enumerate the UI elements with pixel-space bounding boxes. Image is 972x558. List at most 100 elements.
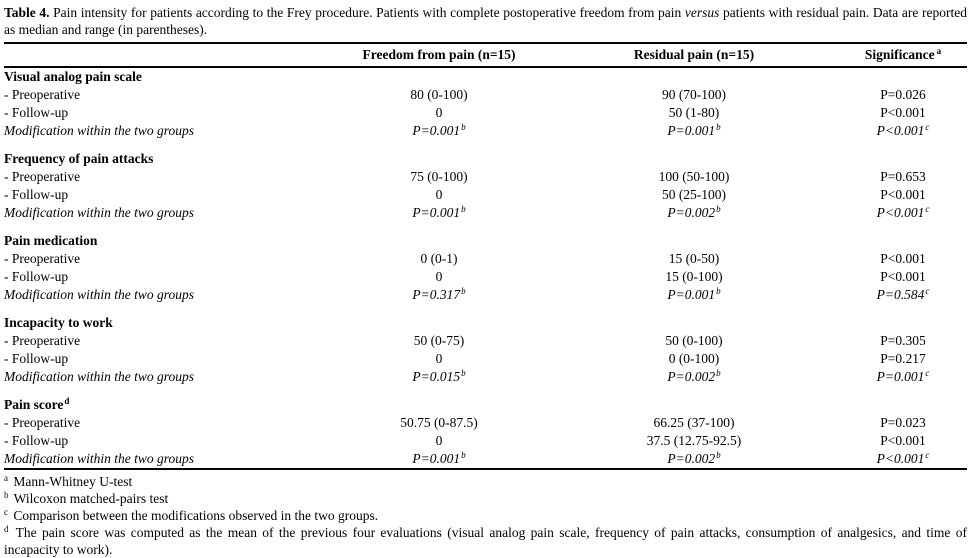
cell-text: 80 (0-100) — [410, 87, 468, 102]
cell-value: 50 (0-75) — [329, 332, 549, 350]
cell-sup: b — [461, 285, 466, 296]
cell-value: P<0.001c — [839, 122, 967, 140]
cell-value: P=0.001b — [549, 286, 839, 304]
cell-text: 0 — [435, 433, 443, 448]
section-title: Frequency of pain attacks — [4, 151, 154, 166]
table-caption-label: Table 4. — [4, 5, 50, 20]
header-significance-sup: a — [936, 45, 942, 56]
header-freedom-from-pain: Freedom from pain (n=15) — [362, 47, 516, 62]
header-empty — [4, 43, 329, 67]
cell-sup: b — [461, 367, 466, 378]
cell-value: 66.25 (37-100) — [549, 414, 839, 432]
row-label: - Preoperative — [4, 251, 81, 266]
cell-value: P<0.001 — [839, 250, 967, 268]
cell-value: P=0.001b — [549, 122, 839, 140]
caption-text-before: Pain intensity for patients according to… — [49, 5, 685, 20]
cell-text: P=0.002 — [667, 205, 716, 220]
row-label: - Preoperative — [4, 87, 81, 102]
table-row: - Follow-up 0 37.5 (12.75-92.5) P<0.001 — [4, 432, 967, 450]
cell-value: P=0.001b — [329, 450, 549, 469]
table-row: - Preoperative 80 (0-100) 90 (70-100) P=0.0… — [4, 86, 967, 104]
table-row: Modification within the two groups P=0.00… — [4, 450, 967, 469]
section-title: Incapacity to work — [4, 315, 113, 330]
cell-text: 50 (25-100) — [661, 187, 727, 202]
cell-value: P<0.001 — [839, 268, 967, 286]
cell-value: 50.75 (0-87.5) — [329, 414, 549, 432]
row-label: - Follow-up — [4, 351, 69, 366]
header-residual-pain: Residual pain (n=15) — [633, 47, 755, 62]
cell-sup: b — [716, 121, 721, 132]
cell-value: 0 (0-1) — [329, 250, 549, 268]
cell-text: 0 (0-1) — [420, 251, 458, 266]
table-row: Modification within the two groups P=0.01… — [4, 368, 967, 386]
cell-sup: b — [716, 449, 721, 460]
cell-value: P=0.001b — [329, 204, 549, 222]
cell-text: 37.5 (12.75-92.5) — [646, 433, 742, 448]
cell-text: 50 (1-80) — [668, 105, 720, 120]
cell-text: P=0.001 — [667, 287, 716, 302]
footnote-marker: c — [4, 506, 8, 517]
cell-value: 0 — [329, 432, 549, 450]
table-row: - Preoperative 75 (0-100) 100 (50-100) P=0.… — [4, 168, 967, 186]
cell-value: 50 (25-100) — [549, 186, 839, 204]
cell-text: P=0.317 — [412, 287, 461, 302]
cell-sup: c — [925, 449, 930, 460]
table-row: Modification within the two groups P=0.00… — [4, 122, 967, 140]
cell-text: 50.75 (0-87.5) — [400, 415, 478, 430]
table-row: - Follow-up 0 50 (1-80) P<0.001 — [4, 104, 967, 122]
cell-text: 0 — [435, 269, 443, 284]
cell-text: 50 (0-75) — [413, 333, 465, 348]
cell-text: P=0.001 — [412, 205, 461, 220]
cell-sup: c — [925, 203, 930, 214]
row-label: Modification within the two groups — [4, 123, 195, 138]
cell-value: P=0.001c — [839, 368, 967, 386]
row-label: Modification within the two groups — [4, 287, 195, 302]
cell-text: P<0.001 — [880, 251, 926, 266]
footnote: a Mann-Whitney U-test — [4, 472, 133, 489]
cell-value: P<0.001 — [839, 186, 967, 204]
cell-value: 0 — [329, 350, 549, 368]
cell-value: 50 (0-100) — [549, 332, 839, 350]
cell-text: P=0.026 — [880, 87, 926, 102]
header-significance-label: Significance — [864, 47, 935, 62]
row-label: - Preoperative — [4, 333, 81, 348]
row-label: Modification within the two groups — [4, 369, 195, 384]
cell-text: 0 — [435, 187, 443, 202]
section-title: Visual analog pain scale — [4, 69, 142, 84]
cell-text: P=0.001 — [876, 369, 925, 384]
footnote-marker: b — [4, 489, 9, 500]
cell-sup: b — [461, 121, 466, 132]
cell-text: P<0.001 — [880, 433, 926, 448]
cell-value: P=0.001b — [329, 122, 549, 140]
cell-text: P=0.217 — [880, 351, 926, 366]
cell-text: P<0.001 — [876, 123, 925, 138]
cell-text: 90 (70-100) — [661, 87, 727, 102]
table-body: Visual analog pain scale - Preoperative 80… — [4, 67, 967, 469]
cell-value: P=0.002b — [549, 450, 839, 469]
cell-text: P=0.002 — [667, 451, 716, 466]
cell-sup: b — [461, 203, 466, 214]
row-label: Modification within the two groups — [4, 451, 195, 466]
cell-value: 50 (1-80) — [549, 104, 839, 122]
cell-value: 100 (50-100) — [549, 168, 839, 186]
cell-value: P=0.584c — [839, 286, 967, 304]
row-label: - Follow-up — [4, 433, 69, 448]
row-label: Modification within the two groups — [4, 205, 195, 220]
cell-text: P=0.001 — [412, 123, 461, 138]
cell-value: 0 — [329, 104, 549, 122]
section-header-row: Visual analog pain scale — [4, 67, 967, 86]
table-row: - Preoperative 50 (0-75) 50 (0-100) P=0.305 — [4, 332, 967, 350]
footnote: d The pain score was computed as the mea… — [4, 523, 967, 557]
row-label: - Preoperative — [4, 415, 81, 430]
cell-value: 90 (70-100) — [549, 86, 839, 104]
cell-sup: b — [716, 203, 721, 214]
row-label: - Preoperative — [4, 169, 81, 184]
footnote-marker: d — [4, 523, 9, 534]
cell-text: 0 — [435, 105, 443, 120]
cell-value: P=0.317b — [329, 286, 549, 304]
table-row: Modification within the two groups P=0.31… — [4, 286, 967, 304]
cell-text: P<0.001 — [876, 205, 925, 220]
cell-value: P=0.002b — [549, 204, 839, 222]
cell-value: 75 (0-100) — [329, 168, 549, 186]
footnotes: a Mann-Whitney U-test b Wilcoxon matched-… — [4, 473, 967, 558]
